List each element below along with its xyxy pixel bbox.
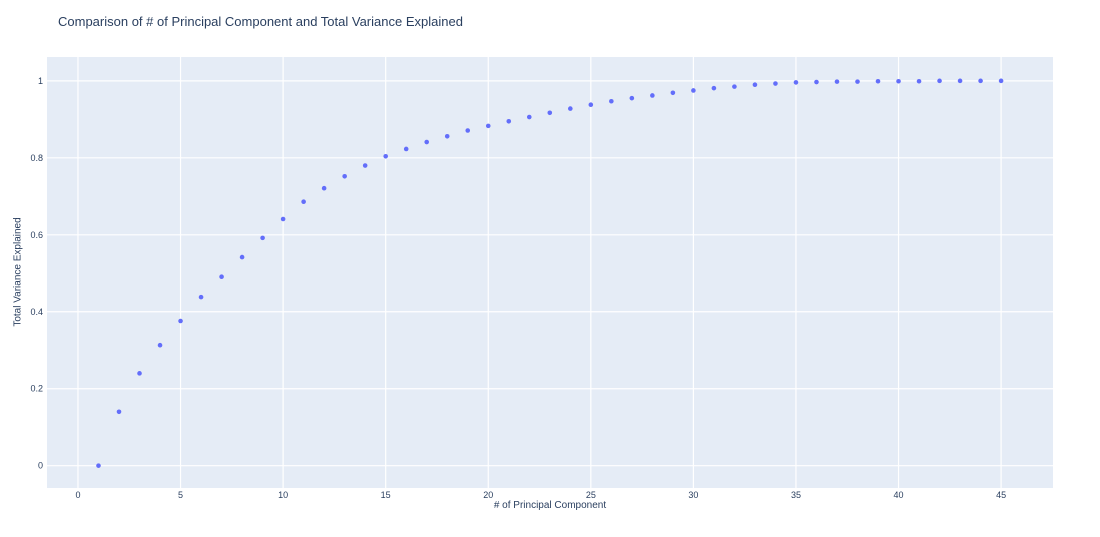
y-tick-label: 0.8 — [30, 153, 43, 163]
data-point[interactable] — [444, 133, 450, 139]
data-point[interactable] — [875, 78, 881, 84]
y-tick-label: 0.6 — [30, 230, 43, 240]
data-point[interactable] — [526, 114, 532, 120]
data-point[interactable] — [547, 110, 553, 116]
data-point[interactable] — [937, 78, 942, 84]
y-axis-title: Total Variance Explained — [12, 217, 24, 327]
data-point[interactable] — [629, 95, 635, 101]
data-point[interactable] — [424, 139, 430, 145]
data-point[interactable] — [855, 79, 860, 84]
data-point[interactable] — [691, 88, 696, 93]
data-point[interactable] — [896, 78, 901, 84]
data-point[interactable] — [711, 85, 717, 91]
data-point[interactable] — [137, 371, 142, 376]
x-tick-label: 40 — [894, 490, 904, 500]
data-point[interactable] — [362, 163, 368, 168]
x-tick-label: 35 — [791, 490, 801, 500]
y-tick-label: 0.2 — [30, 384, 43, 394]
data-point[interactable] — [342, 173, 347, 179]
y-tick-label: 1 — [38, 76, 43, 86]
data-point[interactable] — [998, 78, 1004, 84]
x-axis-title: # of Principal Component — [493, 500, 607, 511]
data-point[interactable] — [239, 254, 245, 260]
x-tick-label: 30 — [688, 490, 698, 500]
data-point[interactable] — [198, 294, 204, 300]
data-point[interactable] — [260, 235, 265, 241]
x-tick-label: 20 — [483, 490, 493, 500]
data-point[interactable] — [116, 409, 122, 415]
data-point[interactable] — [670, 90, 676, 96]
data-point[interactable] — [403, 146, 409, 152]
x-tick-label: 0 — [75, 490, 80, 500]
y-tick-label: 0 — [38, 461, 43, 471]
data-point[interactable] — [219, 274, 224, 280]
data-point[interactable] — [588, 102, 594, 108]
data-point[interactable] — [506, 118, 512, 124]
data-point[interactable] — [383, 153, 388, 159]
data-point[interactable] — [978, 78, 983, 84]
data-point[interactable] — [568, 106, 573, 111]
data-point[interactable] — [773, 81, 778, 86]
data-point[interactable] — [465, 128, 471, 133]
data-point[interactable] — [609, 98, 614, 104]
data-point[interactable] — [321, 185, 327, 191]
x-tick-label: 5 — [178, 490, 183, 500]
data-point[interactable] — [301, 199, 306, 204]
data-point[interactable] — [752, 82, 758, 88]
y-tick-label: 0.4 — [30, 307, 43, 317]
data-point[interactable] — [793, 80, 799, 85]
plot-background[interactable] — [47, 57, 1053, 488]
data-point[interactable] — [178, 318, 183, 324]
data-point[interactable] — [732, 84, 737, 89]
data-point[interactable] — [280, 216, 286, 222]
data-point[interactable] — [157, 342, 163, 348]
data-point[interactable] — [957, 78, 963, 84]
data-point[interactable] — [814, 79, 819, 85]
x-tick-label: 15 — [381, 490, 391, 500]
x-tick-label: 45 — [996, 490, 1006, 500]
data-point[interactable] — [96, 463, 101, 468]
data-point[interactable] — [916, 78, 922, 84]
data-point[interactable] — [485, 123, 491, 129]
x-tick-label: 25 — [586, 490, 596, 500]
x-tick-label: 10 — [278, 490, 288, 500]
data-point[interactable] — [834, 79, 840, 84]
chart-title: Comparison of # of Principal Component a… — [58, 14, 463, 29]
data-point[interactable] — [650, 93, 655, 98]
